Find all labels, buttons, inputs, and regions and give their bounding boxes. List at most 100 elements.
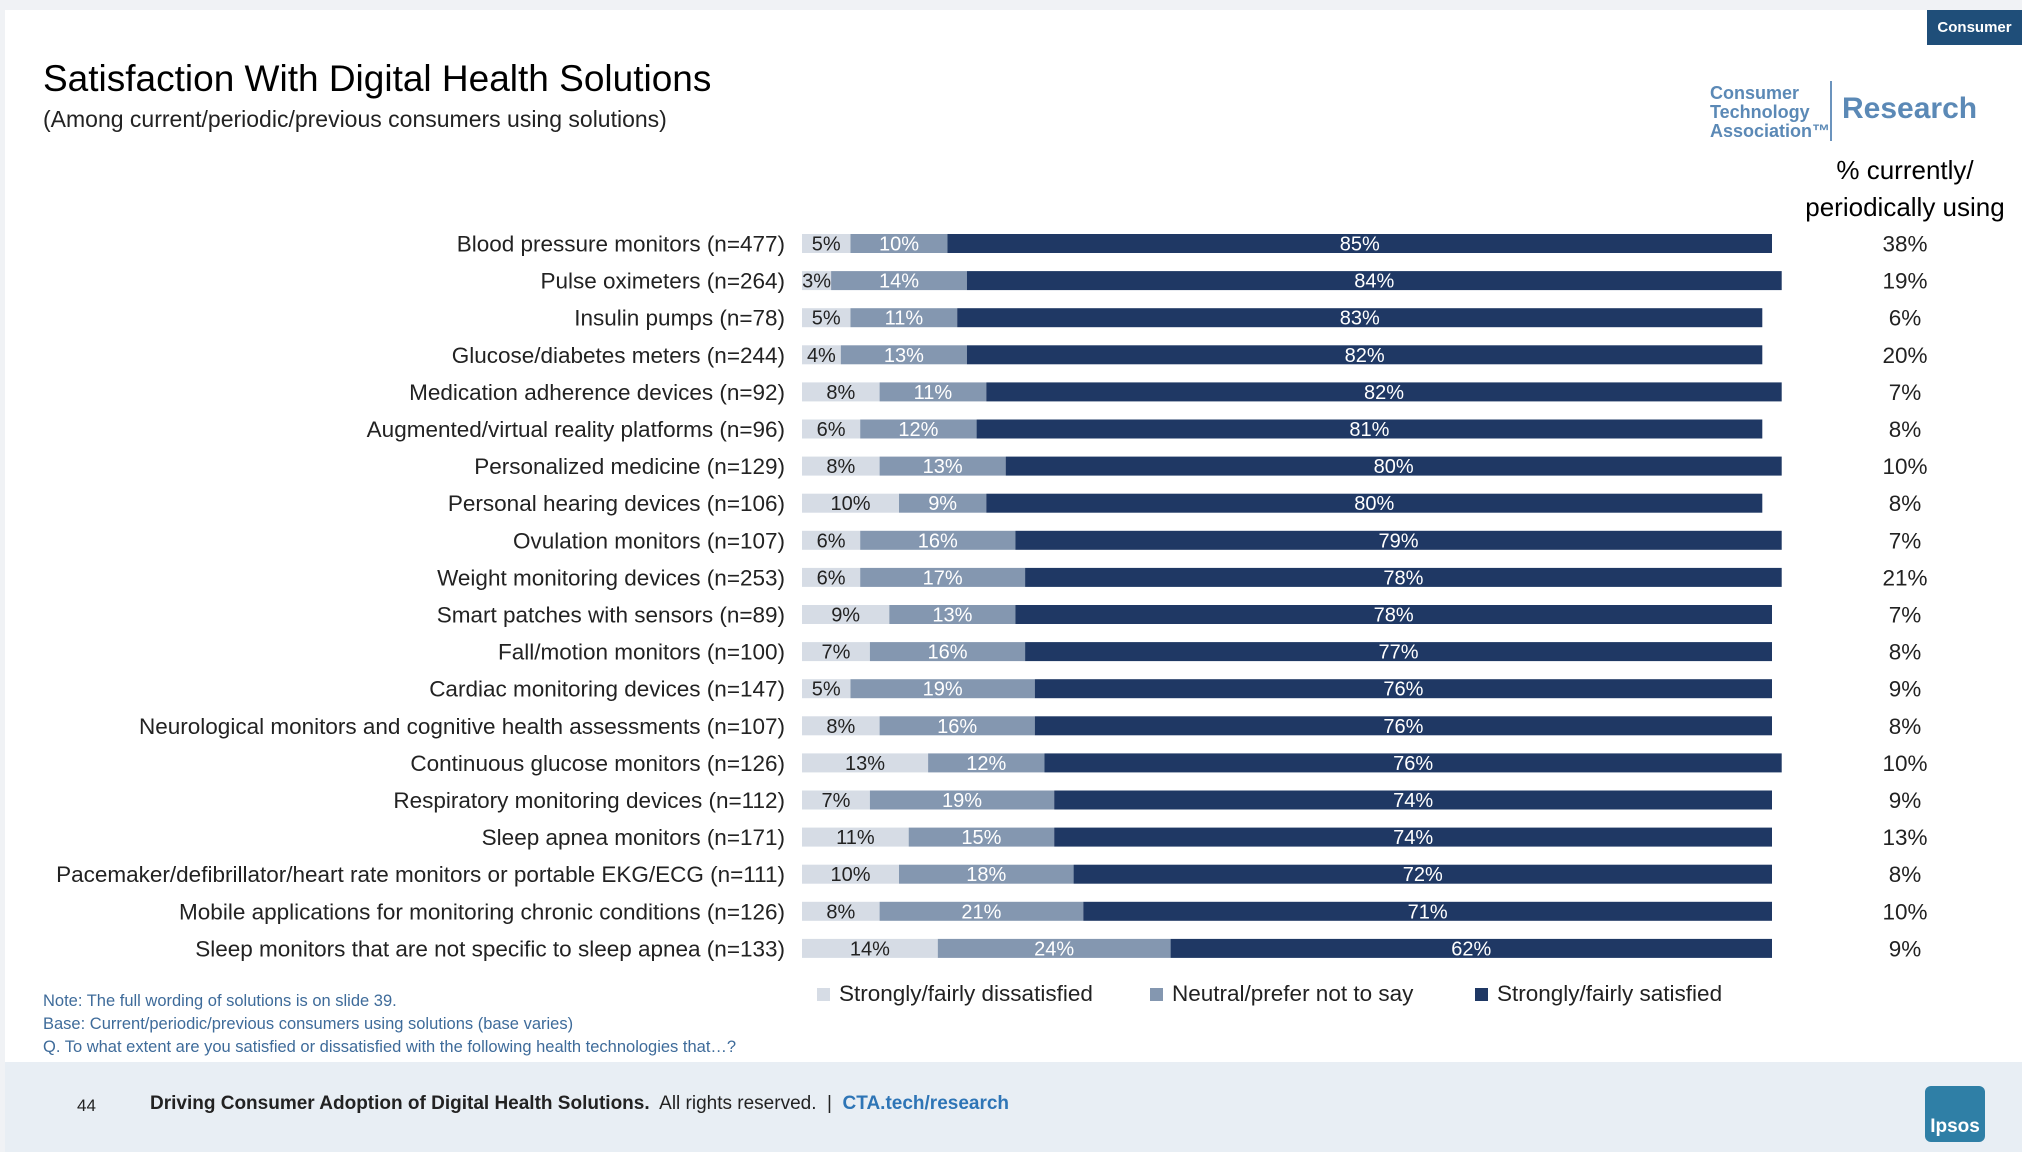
usage-value: 9%	[1889, 936, 1922, 961]
category-label: Personal hearing devices (n=106)	[448, 491, 785, 516]
bar-segment	[1054, 827, 1772, 847]
usage-value: 19%	[1882, 269, 1927, 294]
bar-segment	[802, 493, 899, 513]
bar-segment	[1015, 605, 1772, 624]
bar-segment	[860, 567, 1026, 587]
data-label: 72%	[1403, 864, 1443, 886]
bar-segment	[850, 308, 958, 328]
category-label: Sleep monitors that are not specific to …	[195, 936, 785, 961]
bar-segment	[802, 753, 929, 773]
bar-segment	[1044, 753, 1782, 773]
usage-column-header: % currently/ periodically using	[1805, 155, 2005, 222]
logo-research-label: Research	[1842, 92, 1978, 125]
data-label: 14%	[879, 271, 919, 293]
data-label: 76%	[1393, 753, 1433, 775]
data-label: 5%	[812, 679, 841, 701]
data-label: 6%	[817, 419, 846, 441]
usage-value: 8%	[1889, 417, 1922, 442]
question-line: Q. To what extent are you satisfied or d…	[43, 1038, 737, 1056]
bar-segment	[928, 753, 1045, 773]
bar-segment	[957, 308, 1763, 328]
ipsos-logo: Ipsos	[1925, 1086, 1985, 1142]
bar-segment	[802, 456, 880, 476]
data-label: 78%	[1383, 567, 1423, 589]
bar-segment	[802, 642, 870, 662]
legend-label: Neutral/prefer not to say	[1172, 981, 1414, 1006]
usage-value: 10%	[1882, 751, 1927, 776]
footer-link[interactable]: CTA.tech/research	[842, 1093, 1010, 1114]
bar-segment	[1025, 642, 1772, 662]
data-label: 16%	[927, 642, 967, 664]
usage-value: 13%	[1882, 825, 1927, 850]
note-line: Note: The full wording of solutions is o…	[43, 992, 397, 1010]
base-line: Base: Current/periodic/previous consumer…	[43, 1015, 574, 1033]
data-label: 18%	[966, 864, 1006, 886]
category-label: Ovulation monitors (n=107)	[513, 528, 785, 553]
cta-research-logo: Consumer Technology Association™ Researc…	[1710, 72, 1977, 142]
bar-segment	[1170, 938, 1772, 958]
bar-segment	[802, 567, 861, 587]
bar-segment	[802, 308, 851, 328]
category-label: Weight monitoring devices (n=253)	[437, 565, 785, 590]
bar-segment	[802, 938, 938, 958]
bar-segment	[860, 419, 977, 439]
bar-segment	[1054, 790, 1772, 810]
bar-segment	[966, 345, 1763, 365]
data-label: 21%	[961, 901, 1001, 923]
data-label: 5%	[812, 234, 841, 256]
bar-segment	[889, 605, 1016, 624]
category-label: Respiratory monitoring devices (n=112)	[393, 788, 785, 813]
chart-title: Satisfaction With Digital Health Solutio…	[43, 58, 712, 99]
category-label: Pulse oximeters (n=264)	[541, 269, 786, 294]
category-label: Augmented/virtual reality platforms (n=9…	[367, 417, 785, 442]
data-label: 8%	[826, 901, 855, 923]
bar-segment	[908, 827, 1055, 847]
bar-segment	[840, 345, 967, 365]
data-label: 8%	[826, 382, 855, 404]
data-label: 12%	[898, 419, 938, 441]
data-label: 82%	[1345, 345, 1385, 367]
data-label: 4%	[807, 345, 836, 367]
legend-swatch	[1475, 988, 1488, 1001]
data-label: 7%	[821, 790, 850, 812]
bar-segment	[802, 679, 851, 699]
data-label: 85%	[1340, 234, 1380, 256]
usage-value: 38%	[1882, 232, 1927, 257]
bar-segment	[947, 234, 1772, 253]
usage-value: 8%	[1889, 640, 1922, 665]
bar-segment	[802, 864, 899, 884]
usage-value: 7%	[1889, 528, 1922, 553]
bar-segment	[986, 382, 1782, 402]
logo-divider	[1830, 81, 1832, 141]
usage-value: 7%	[1889, 380, 1922, 405]
category-label: Continuous glucose monitors (n=126)	[410, 751, 785, 776]
bar-segment	[869, 642, 1026, 662]
bar-segment	[1025, 567, 1782, 587]
bar-segment	[802, 345, 841, 365]
data-label: 8%	[826, 716, 855, 738]
data-label: 5%	[812, 308, 841, 330]
bar-segment	[850, 679, 1035, 699]
bar-segment	[966, 271, 1782, 291]
data-label: 13%	[884, 345, 924, 367]
data-label: 74%	[1393, 790, 1433, 812]
bar-segment	[802, 419, 861, 439]
usage-value: 10%	[1882, 899, 1927, 924]
bar-segment	[802, 716, 880, 736]
footer: 44 Driving Consumer Adoption of Digital …	[5, 1062, 2022, 1152]
data-label: 77%	[1379, 642, 1419, 664]
data-label: 13%	[932, 605, 972, 627]
usage-value: 8%	[1889, 714, 1922, 739]
data-label: 13%	[845, 753, 885, 775]
data-label: 82%	[1364, 382, 1404, 404]
bar-segment	[802, 530, 861, 550]
consumer-tag: Consumer	[1927, 10, 2022, 45]
category-label: Insulin pumps (n=78)	[574, 306, 785, 331]
bar-segment	[879, 901, 1084, 921]
data-label: 6%	[817, 567, 846, 589]
data-label: 19%	[923, 679, 963, 701]
data-label: 9%	[928, 493, 957, 515]
bar-segment	[986, 493, 1763, 513]
data-label: 24%	[1034, 938, 1074, 960]
data-label: 11%	[914, 382, 953, 404]
